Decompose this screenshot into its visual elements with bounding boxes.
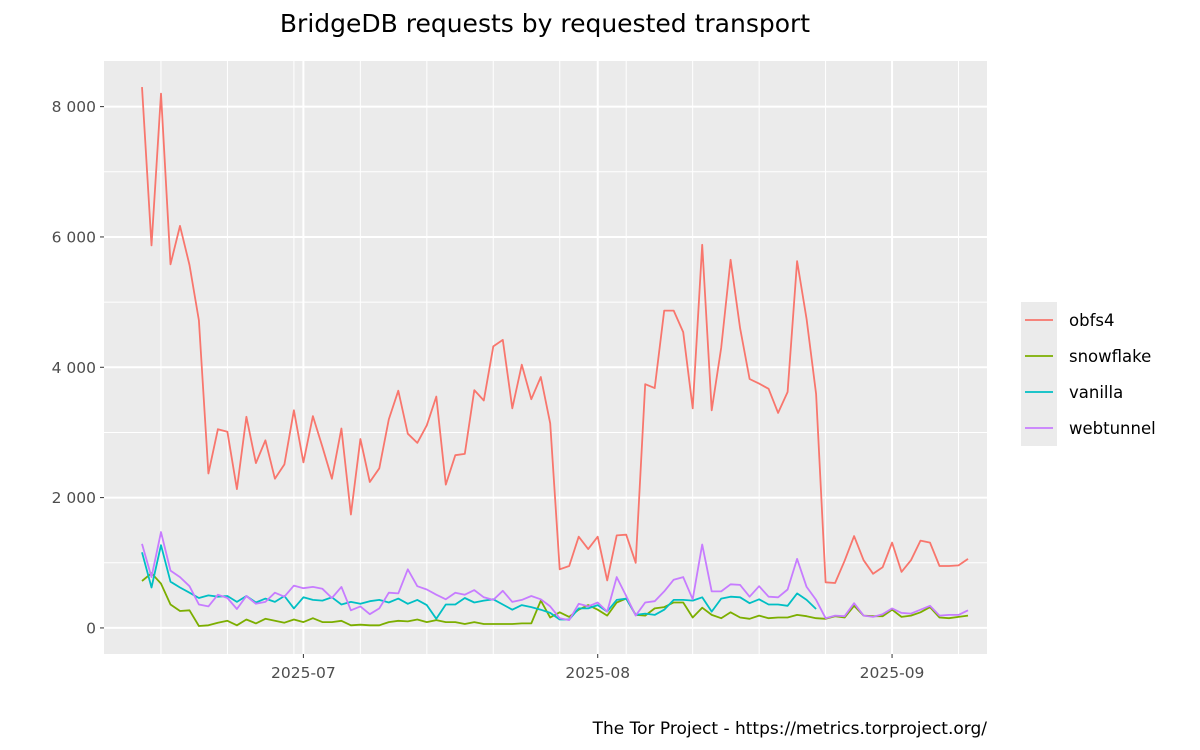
legend-key-background [1021,302,1057,446]
y-tick-label: 2 000 [52,489,96,507]
major-gridlines [104,61,987,654]
series-line-webtunnel [141,531,969,621]
legend: obfs4 snowflake vanilla webtunnel [1021,302,1156,446]
minor-gridlines [104,61,987,654]
y-tick-label: 8 000 [52,98,96,116]
y-tick-label: 0 [86,619,96,637]
x-axis: 2025-07 2025-08 2025-09 [271,654,924,682]
y-tick-label: 4 000 [52,359,96,377]
chart-title: BridgeDB requests by requested transport [280,9,810,38]
legend-label-snowflake: snowflake [1069,347,1151,366]
plot-panel [104,61,987,654]
series-lines [141,87,969,627]
x-tick-label: 2025-09 [860,664,925,682]
x-tick-label: 2025-08 [565,664,630,682]
legend-label-obfs4: obfs4 [1069,311,1114,330]
y-axis: 0 2 000 4 000 6 000 8 000 [52,98,104,637]
chart-caption: The Tor Project - https://metrics.torpro… [592,719,988,739]
legend-label-webtunnel: webtunnel [1069,419,1156,438]
y-tick-label: 6 000 [52,228,96,246]
legend-label-vanilla: vanilla [1069,383,1123,402]
series-line-obfs4 [141,87,969,584]
x-tick-label: 2025-07 [271,664,336,682]
